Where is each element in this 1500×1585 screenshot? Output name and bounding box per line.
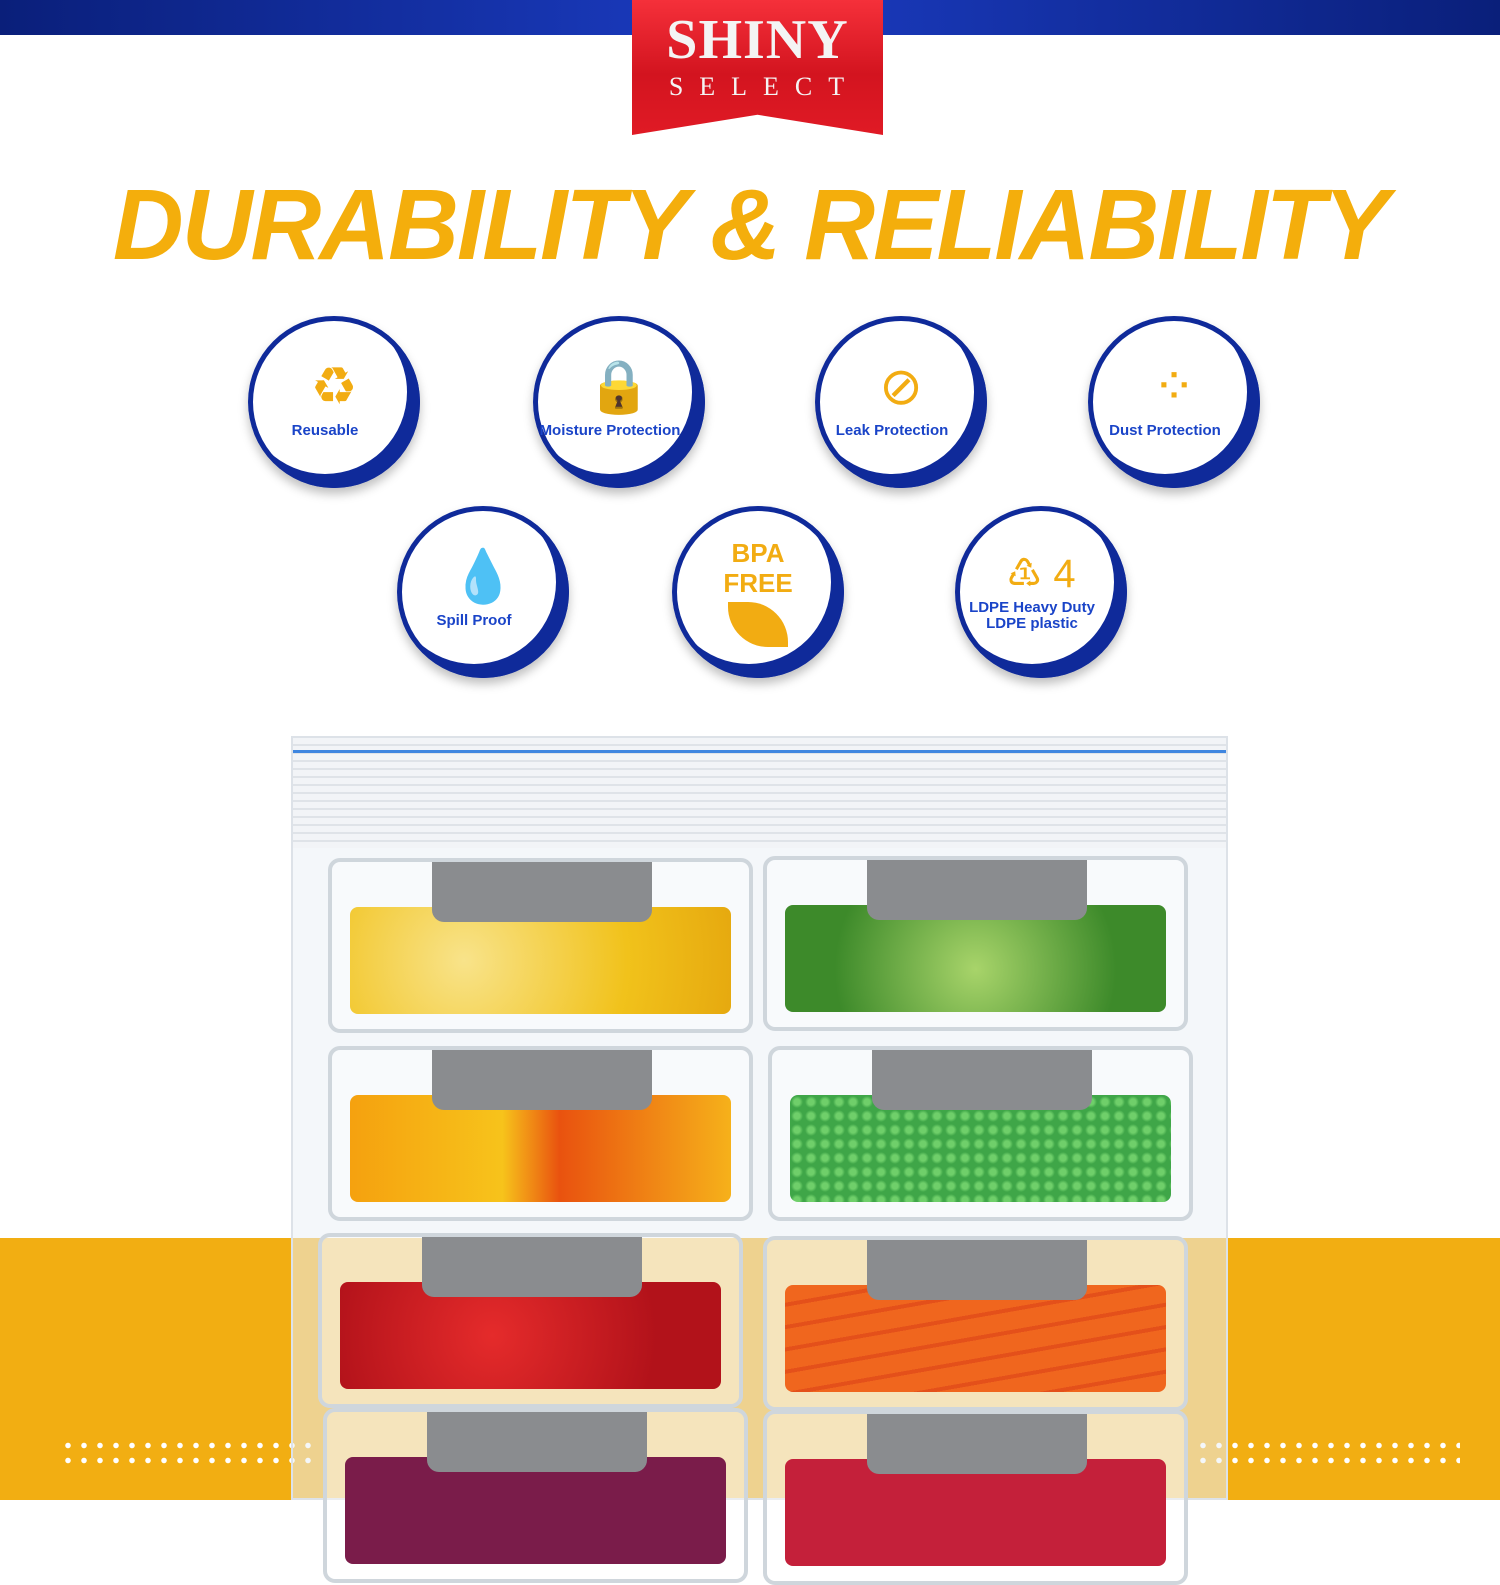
headline: DURABILITY & RELIABILITY (112, 169, 1389, 281)
dust-deflect-icon: ⁘ (1152, 358, 1196, 416)
container-carrots (763, 1236, 1188, 1411)
no-leak-icon: ⊘ (879, 358, 923, 416)
recycle-arrows-icon: ♻ (310, 358, 358, 416)
container-berries (763, 1410, 1188, 1585)
bpa-free-leaf-icon: BPA FREE (723, 537, 793, 598)
brand-subname: SELECT (668, 72, 861, 101)
feature-badge-dust: ⁘ Dust Protection (1088, 316, 1260, 488)
feature-badge-bpa-free: BPA FREE (672, 506, 844, 678)
feature-label: LDPE Heavy Duty LDPE plastic (969, 599, 1095, 632)
dots-decoration-left (60, 1438, 320, 1468)
container-strawberries (318, 1233, 743, 1408)
spill-drop-icon: 💧 (450, 548, 516, 606)
container-peppers (328, 1046, 753, 1221)
feature-badge-spill: 💧 Spill Proof (397, 506, 569, 678)
feature-label: Moisture Protection (539, 422, 681, 439)
container-cucumbers (763, 856, 1188, 1031)
feature-badge-leak: ⊘ Leak Protection (815, 316, 987, 488)
feature-badge-ldpe: ♳ 4 LDPE Heavy Duty LDPE plastic (955, 506, 1127, 678)
drop-lock-icon: 🔒 (586, 358, 652, 416)
feature-badge-moisture: 🔒 Moisture Protection (533, 316, 705, 488)
container-cabbage (323, 1408, 748, 1583)
brand-logo: SHINY SELECT (632, 0, 883, 135)
leaf-icon (728, 601, 788, 647)
feature-label: Dust Protection (1109, 422, 1221, 439)
zip-bag-product-image (291, 736, 1228, 1585)
container-lemons (328, 858, 753, 1033)
zip-seal (293, 738, 1226, 848)
feature-label: Spill Proof (436, 612, 512, 629)
feature-label: Reusable (291, 422, 359, 439)
dots-decoration-right (1195, 1438, 1460, 1468)
brand-name: SHINY (666, 9, 849, 71)
feature-label: Leak Protection (835, 422, 949, 439)
feature-badge-reusable: ♻ Reusable (248, 316, 420, 488)
container-peas (768, 1046, 1193, 1221)
recycle-4-icon: ♳ 4 (1006, 552, 1076, 596)
